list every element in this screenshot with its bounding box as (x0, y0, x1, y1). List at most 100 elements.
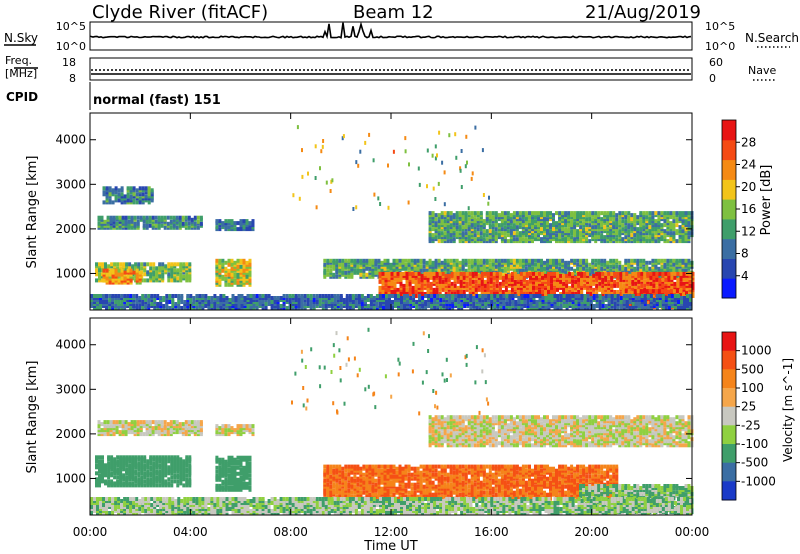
power-cell (384, 287, 388, 292)
power-cell (201, 294, 205, 298)
power-cell (395, 258, 399, 263)
power-cell (127, 219, 131, 224)
power-cell (409, 306, 413, 310)
power-cell (148, 223, 152, 228)
power-cell (384, 290, 388, 294)
power-cell (455, 211, 459, 216)
power-cell (222, 294, 226, 298)
power-cell (215, 219, 219, 224)
power-cell (682, 281, 686, 286)
power-cell (156, 294, 160, 298)
power-cell (167, 262, 171, 267)
power-cell (335, 258, 339, 263)
power-cell (438, 275, 442, 280)
power-cell (642, 258, 646, 263)
power-cell (181, 221, 185, 226)
power-cell (568, 271, 572, 276)
nsky-tick-top: 10^5 (56, 20, 86, 33)
power-cell (585, 258, 589, 263)
power-cell (640, 271, 644, 276)
power-cell (188, 268, 192, 273)
power-cell (516, 290, 520, 294)
power-cell (393, 281, 397, 286)
power-cell (627, 211, 631, 216)
power-cell (483, 279, 487, 284)
power-cell (574, 294, 578, 298)
power-cell (150, 188, 154, 193)
power-cell (237, 298, 241, 302)
power-cell (145, 217, 149, 222)
power-cell (123, 194, 127, 199)
power-cell (550, 271, 553, 276)
power-cell (377, 258, 381, 263)
power-cell (450, 285, 454, 290)
power-cell (224, 266, 228, 271)
power-cell (111, 294, 115, 298)
power-cell (420, 273, 424, 278)
power-cell (176, 276, 180, 281)
power-cell (497, 258, 501, 263)
power-cell (398, 262, 402, 267)
power-cell (175, 217, 179, 222)
power-cell (547, 294, 551, 298)
power-cell (148, 215, 152, 220)
power-cell (622, 275, 626, 280)
power-cell (675, 211, 679, 216)
power-cell (157, 215, 161, 220)
power-cell (476, 211, 480, 216)
power-cell (591, 211, 595, 216)
power-cell (645, 235, 649, 240)
power-cell (249, 294, 253, 298)
power-cell (518, 258, 522, 263)
power-cell (515, 258, 519, 263)
power-cell (452, 237, 456, 242)
power-cell (559, 294, 563, 298)
power-cell (393, 271, 397, 276)
power-cell (221, 262, 225, 267)
power-cell (455, 225, 459, 230)
power-cell (437, 239, 441, 244)
freq-unit-label: [MHz] (5, 67, 37, 80)
power-cell (595, 271, 599, 276)
power-cell (541, 271, 544, 276)
power-cell (372, 296, 376, 300)
power-cell (175, 215, 179, 220)
power-cell (486, 290, 490, 294)
power-cell (531, 266, 534, 271)
power-cell (535, 290, 538, 294)
power-cell (428, 227, 432, 232)
power-cell (196, 215, 200, 220)
power-cell (119, 266, 123, 271)
power-cell (503, 235, 507, 240)
power-cell (279, 296, 283, 300)
power-cell (117, 188, 121, 193)
power-cell (567, 260, 571, 265)
power-cell (389, 262, 393, 267)
power-cell (630, 213, 634, 218)
power-cell (594, 262, 598, 267)
power-cell (339, 294, 343, 298)
power-cell (515, 231, 519, 236)
power-cell (565, 273, 569, 278)
power-cell (414, 290, 418, 294)
power-cell (446, 211, 450, 216)
power-cell (99, 306, 102, 310)
power-cell (681, 219, 685, 224)
power-cell (684, 211, 688, 216)
power-cell (146, 270, 150, 275)
power-cell (149, 274, 153, 279)
power-cell (108, 270, 112, 275)
power-cell (472, 304, 476, 308)
power-cell (246, 306, 250, 310)
nsky-panel (89, 21, 693, 51)
power-cell (369, 294, 373, 298)
power-cell (435, 271, 439, 276)
power-cell (628, 285, 632, 290)
power-cell (400, 296, 403, 300)
power-cell (105, 294, 108, 298)
nsky-label: N.Sky (4, 31, 38, 45)
power-cell (117, 194, 121, 199)
power-cell (526, 294, 530, 298)
power-cell (236, 264, 240, 269)
power-cell (327, 294, 331, 298)
